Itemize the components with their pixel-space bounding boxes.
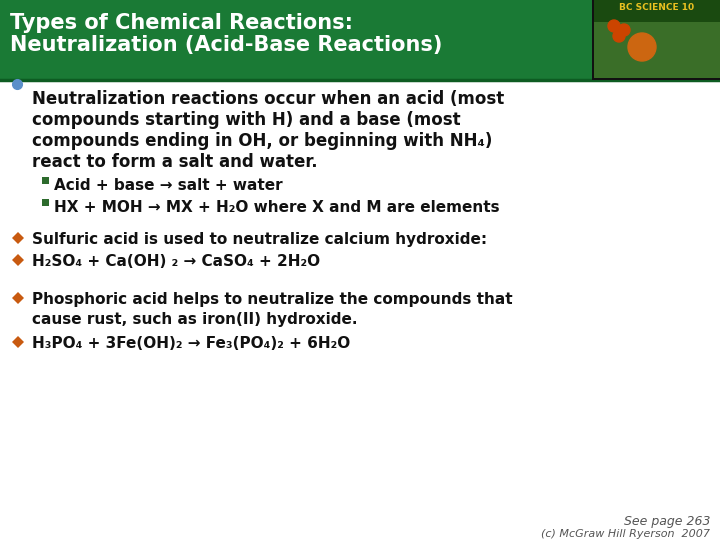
Text: compounds ending in OH, or beginning with NH₄): compounds ending in OH, or beginning wit… bbox=[32, 132, 492, 150]
FancyBboxPatch shape bbox=[42, 199, 49, 206]
Text: H₃PO₄ + 3Fe(OH)₂ → Fe₃(PO₄)₂ + 6H₂O: H₃PO₄ + 3Fe(OH)₂ → Fe₃(PO₄)₂ + 6H₂O bbox=[32, 336, 350, 351]
Circle shape bbox=[608, 20, 620, 32]
Text: HX + MOH → MX + H₂O where X and M are elements: HX + MOH → MX + H₂O where X and M are el… bbox=[54, 200, 500, 215]
Text: (c) McGraw Hill Ryerson  2007: (c) McGraw Hill Ryerson 2007 bbox=[541, 529, 710, 539]
Circle shape bbox=[613, 30, 625, 42]
Text: Neutralization reactions occur when an acid (most: Neutralization reactions occur when an a… bbox=[32, 90, 504, 108]
Text: compounds starting with H) and a base (most: compounds starting with H) and a base (m… bbox=[32, 111, 461, 129]
Text: Neutralization (Acid-Base Reactions): Neutralization (Acid-Base Reactions) bbox=[10, 35, 442, 55]
Text: H₂SO₄ + Ca(OH) ₂ → CaSO₄ + 2H₂O: H₂SO₄ + Ca(OH) ₂ → CaSO₄ + 2H₂O bbox=[32, 254, 320, 269]
FancyBboxPatch shape bbox=[42, 177, 49, 184]
Text: cause rust, such as iron(II) hydroxide.: cause rust, such as iron(II) hydroxide. bbox=[32, 312, 358, 327]
Circle shape bbox=[628, 33, 656, 61]
Text: Phosphoric acid helps to neutralize the compounds that: Phosphoric acid helps to neutralize the … bbox=[32, 292, 513, 307]
Text: Acid + base → salt + water: Acid + base → salt + water bbox=[54, 178, 283, 193]
Text: react to form a salt and water.: react to form a salt and water. bbox=[32, 153, 318, 171]
Circle shape bbox=[618, 24, 630, 36]
Text: See page 263: See page 263 bbox=[624, 515, 710, 528]
Text: Sulfuric acid is used to neutralize calcium hydroxide:: Sulfuric acid is used to neutralize calc… bbox=[32, 232, 487, 247]
Text: BC SCIENCE 10: BC SCIENCE 10 bbox=[619, 3, 695, 12]
FancyBboxPatch shape bbox=[594, 0, 720, 22]
FancyBboxPatch shape bbox=[0, 0, 720, 80]
FancyBboxPatch shape bbox=[594, 0, 720, 78]
Text: Types of Chemical Reactions:: Types of Chemical Reactions: bbox=[10, 13, 353, 33]
FancyBboxPatch shape bbox=[592, 0, 720, 80]
